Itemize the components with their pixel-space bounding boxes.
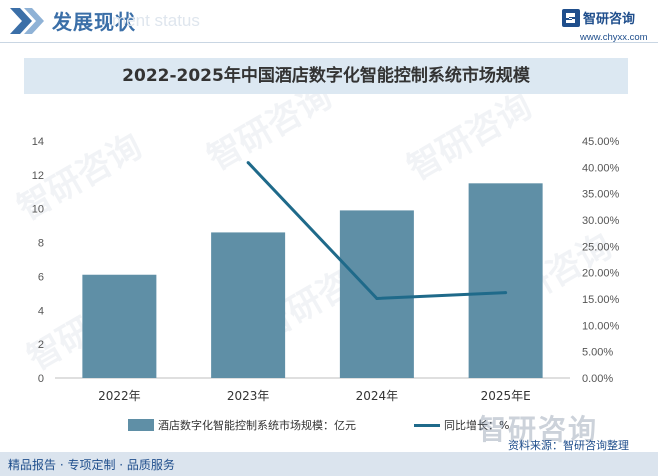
y-left-tick-label: 0 [38,373,44,385]
y-left-tick-label: 14 [32,136,44,148]
legend-bar-label: 酒店数字化智能控制系统市场规模：亿元 [158,419,356,432]
legend-line-label: 同比增长：% [444,419,510,432]
y-left-tick-label: 10 [32,204,44,216]
y-right-tick-label: 30.00% [582,215,620,227]
y-right-tick-label: 20.00% [582,268,620,280]
x-tick-label: 2024年 [356,389,399,403]
bar [468,183,543,378]
y-right-tick-label: 25.00% [582,241,620,253]
y-left-tick-label: 8 [38,238,44,250]
bar [211,232,286,378]
y-right-tick-label: 35.00% [582,189,620,201]
chart: 0 2 4 6 8 10 12 14 0.00% 5.00% 10.00% 15.00% 20.00% 2… [32,136,620,403]
footer-text: 精品报告 · 专项定制 · 品质服务 [8,458,175,472]
legend-bar-swatch [128,419,154,431]
footer: 精品报告 · 专项定制 · 品质服务 [0,452,658,476]
x-tick-label: 2023年 [227,389,270,403]
header-watermark: ment status [112,11,200,30]
source-note: 资料来源：智研咨询整理 [508,439,629,452]
y-right-tick-label: 0.00% [582,373,613,385]
brand-watermark: 智研咨询 [478,413,599,446]
legend-line-swatch [414,424,440,427]
growth-point [504,291,508,295]
bar [339,210,414,378]
y-right-tick-label: 45.00% [582,136,620,148]
header: 发展现状 ment status 智研咨询 www.chyxx.com [0,0,658,44]
growth-point [375,296,379,300]
y-left-tick-label: 4 [38,305,44,317]
y-right-tick-label: 15.00% [582,294,620,306]
section-title: 发展现状 [52,10,136,34]
y-left-tick-label: 12 [32,170,44,182]
y-right-tick-label: 40.00% [582,162,620,174]
y-left-tick-label: 6 [38,271,44,283]
brand-url[interactable]: www.chyxx.com [580,32,648,43]
y-right-tick-label: 10.00% [582,320,620,332]
brand-name: 智研咨询 [583,12,636,27]
y-left-tick-label: 2 [38,339,44,351]
chart-title: 2022-2025年中国酒店数字化智能控制系统市场规模 [122,66,530,86]
double-chevron-icon [10,8,44,34]
header-divider [0,42,658,43]
chart-title-band: 2022-2025年中国酒店数字化智能控制系统市场规模 [24,58,628,94]
x-tick-label: 2025年E [481,389,531,403]
x-tick-label: 2022年 [98,389,141,403]
growth-point [246,161,250,165]
bar [82,274,157,378]
y-right-tick-label: 5.00% [582,347,613,359]
brand-logo-icon [562,9,580,27]
